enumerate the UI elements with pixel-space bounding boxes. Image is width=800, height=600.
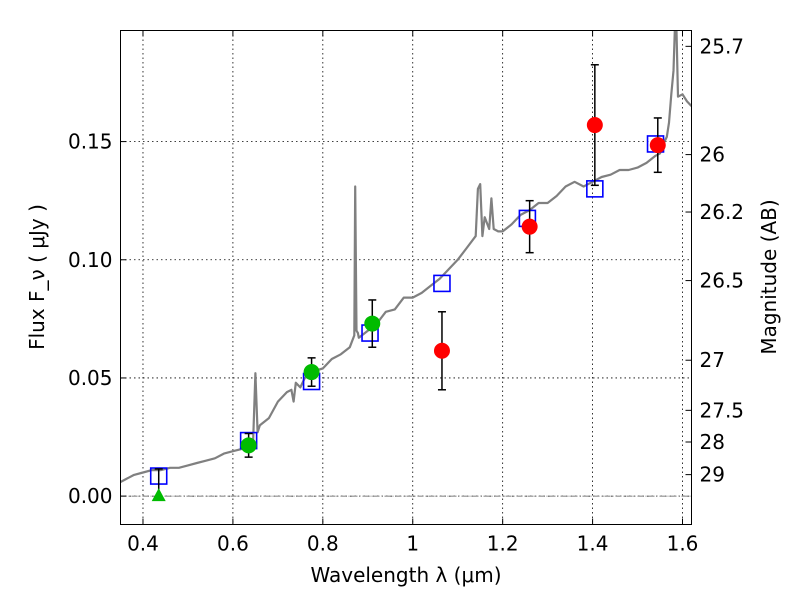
x-tick-label: 1.2 (487, 532, 519, 556)
x-tick-label: 1.6 (667, 532, 699, 556)
observed-point (521, 218, 538, 235)
right-tick-label: 27.5 (700, 398, 745, 422)
y-tick-label: 0.00 (68, 484, 113, 508)
right-tick-label: 25.7 (700, 34, 745, 58)
y-tick-label: 0.15 (68, 130, 113, 154)
right-tick-label: 27 (700, 348, 725, 372)
y-axis-label-right: Magnitude (AB) (757, 199, 781, 354)
observed-point (240, 437, 257, 454)
grid (120, 30, 692, 525)
upper-limit-triangle (151, 488, 166, 502)
y-tick-label: 0.05 (68, 366, 113, 390)
data-layer (120, 30, 692, 502)
model-photometry-square (433, 274, 451, 293)
observed-point (303, 364, 320, 381)
observed-point (364, 315, 381, 332)
plot-frame (120, 30, 692, 525)
observed-point (586, 117, 603, 134)
y-tick-label: 0.10 (68, 248, 113, 272)
x-tick-label: 0.4 (127, 532, 159, 556)
right-tick-label: 26.2 (700, 200, 745, 224)
x-axis-label: Wavelength λ (μm) (310, 563, 501, 587)
x-tick-label: 0.6 (217, 532, 249, 556)
observed-point (433, 342, 450, 359)
y-axis-label-left: Flux F_ν ( μJy ) (25, 204, 49, 350)
model-spectrum-line (120, 30, 692, 483)
x-tick-label: 0.8 (307, 532, 339, 556)
right-tick-label: 29 (700, 463, 725, 487)
x-tick-label: 1.4 (577, 532, 609, 556)
right-tick-label: 26 (700, 143, 725, 167)
ticks: 0.4 0.6 0.8 1 1.2 1.4 1.6 0.00 0.05 0.10 0.15 25.7 2… (68, 30, 745, 556)
right-tick-label: 28 (700, 430, 725, 454)
x-tick-label: 1 (406, 532, 419, 556)
observed-point (649, 137, 666, 154)
right-tick-label: 26.5 (700, 269, 745, 293)
